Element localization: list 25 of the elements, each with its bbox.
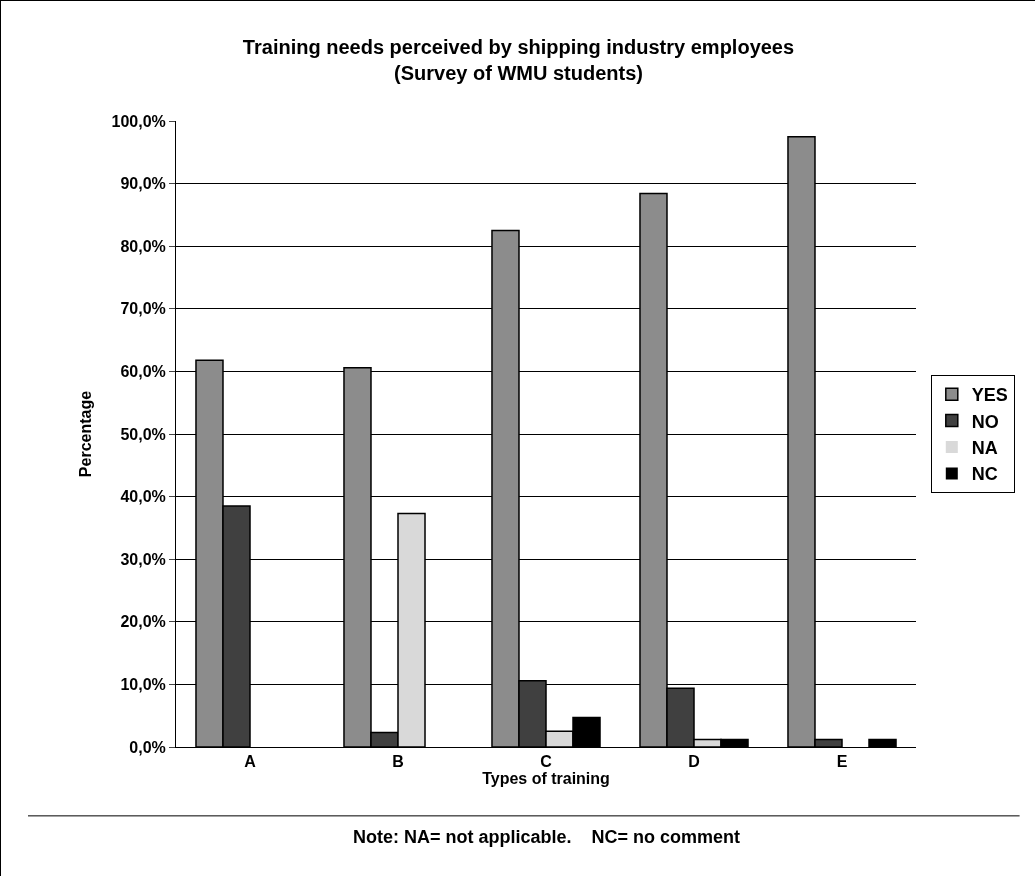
y-tick-label: 20,0% — [120, 613, 166, 631]
y-axis-title: Percentage — [77, 390, 95, 478]
x-tick-label: C — [540, 753, 553, 771]
legend-label: NC — [971, 464, 998, 485]
y-tick-label: 100,0% — [111, 112, 166, 130]
legend-label: NA — [971, 438, 998, 459]
y-tick-label: 50,0% — [120, 425, 166, 443]
chart-subtitle: (Survey of WMU students) — [394, 61, 643, 84]
x-axis-title: Types of training — [482, 770, 610, 788]
y-tick-label: 0,0% — [129, 738, 166, 756]
y-tick-label: 40,0% — [120, 488, 166, 506]
y-tick-label: 30,0% — [120, 550, 166, 568]
x-tick-label: B — [392, 753, 404, 771]
legend-label: NO — [971, 411, 999, 432]
text: Note: NA= not applicable. NC= no comment — [353, 827, 741, 847]
y-tick-label: 10,0% — [120, 676, 166, 693]
y-tick-label: 80,0% — [120, 237, 166, 255]
chart-title: Training needs perceived by shipping industry employees — [242, 35, 795, 58]
x-tick-label: D — [688, 753, 700, 771]
y-tick-label: 60,0% — [120, 363, 166, 380]
legend-label: YES — [971, 385, 1008, 406]
x-tick-label: E — [836, 753, 848, 771]
y-tick-label: 70,0% — [120, 300, 166, 318]
y-tick-label: 90,0% — [120, 175, 166, 193]
x-tick-label: A — [244, 753, 257, 771]
